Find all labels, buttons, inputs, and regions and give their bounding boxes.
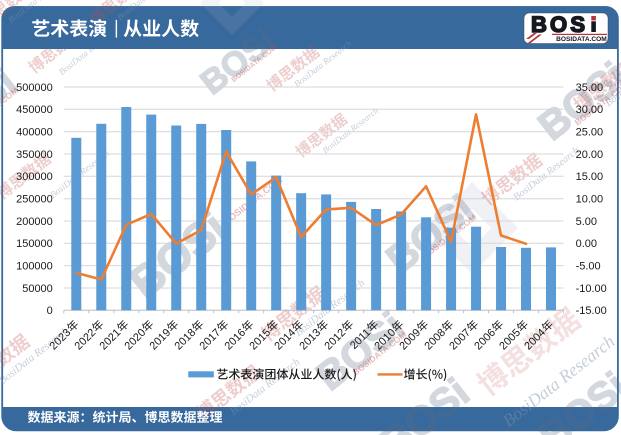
- svg-text:-15.00: -15.00: [576, 305, 607, 317]
- svg-text:200000: 200000: [16, 216, 53, 228]
- svg-text:BOSIDATA.COM: BOSIDATA.COM: [556, 36, 607, 43]
- svg-text:50000: 50000: [22, 283, 53, 295]
- svg-text:25.00: 25.00: [576, 127, 604, 139]
- svg-text:15.00: 15.00: [576, 171, 604, 183]
- svg-text:30.00: 30.00: [576, 104, 604, 116]
- svg-text:100000: 100000: [16, 261, 53, 273]
- svg-text:10.00: 10.00: [576, 194, 604, 206]
- svg-text:0.00: 0.00: [576, 238, 597, 250]
- svg-text:300000: 300000: [16, 171, 53, 183]
- svg-text:400000: 400000: [16, 127, 53, 139]
- svg-text:5.00: 5.00: [576, 216, 597, 228]
- svg-text:150000: 150000: [16, 238, 53, 250]
- svg-text:250000: 250000: [16, 194, 53, 206]
- svg-text:BOS: BOS: [531, 12, 585, 37]
- svg-text:-10.00: -10.00: [576, 283, 607, 295]
- svg-text:35.00: 35.00: [576, 82, 604, 94]
- svg-text:20.00: 20.00: [576, 149, 604, 161]
- svg-text:-5.00: -5.00: [576, 261, 601, 273]
- svg-text:500000: 500000: [16, 82, 53, 94]
- svg-text:350000: 350000: [16, 149, 53, 161]
- svg-text:450000: 450000: [16, 104, 53, 116]
- svg-text:0: 0: [47, 305, 53, 317]
